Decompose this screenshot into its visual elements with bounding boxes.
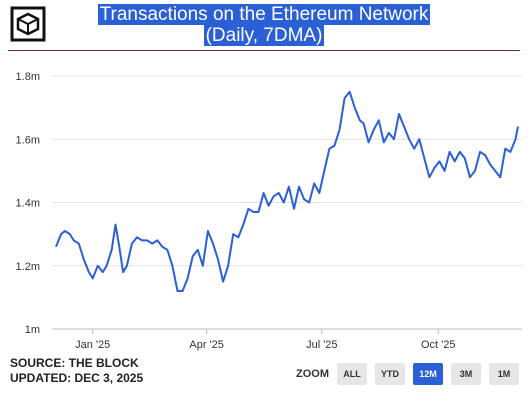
- chart-subtitle: (Daily, 7DMA): [203, 25, 325, 46]
- x-tick-label: Jan '25: [75, 339, 110, 351]
- chart-grid: [52, 75, 522, 330]
- transactions-series-line: [55, 90, 519, 292]
- y-axis-ticks: 1m 1.2m 1.4m 1.6m 1.8m: [16, 71, 40, 336]
- zoom-ytd-button[interactable]: YTD: [375, 363, 405, 385]
- line-chart: 1m 1.2m 1.4m 1.6m 1.8m Jan '25 Apr '25 Jul '25…: [16, 71, 522, 351]
- x-tick-label: Oct '25: [421, 339, 456, 351]
- zoom-all-button[interactable]: ALL: [337, 363, 367, 385]
- zoom-1m-button[interactable]: 1M: [489, 363, 519, 385]
- title-divider: [8, 50, 520, 51]
- source-text: SOURCE: THE BLOCK: [10, 356, 139, 370]
- zoom-controls: ZOOM ALL YTD 12M 3M 1M: [296, 363, 527, 385]
- chart-footer: SOURCE: THE BLOCK UPDATED: DEC 3, 2025: [10, 356, 143, 386]
- updated-text: UPDATED: DEC 3, 2025: [10, 371, 144, 385]
- y-tick-label: 1.2m: [16, 261, 40, 273]
- zoom-label: ZOOM: [296, 368, 329, 380]
- x-axis-ticks: Jan '25 Apr '25 Jul '25 Oct '25: [75, 329, 456, 351]
- y-tick-label: 1.6m: [16, 134, 40, 146]
- zoom-12m-button[interactable]: 12M: [413, 363, 443, 385]
- chart-title: Transactions on the Ethereum Network: [97, 4, 431, 25]
- y-tick-label: 1m: [25, 324, 40, 336]
- x-tick-label: Jul '25: [306, 339, 337, 351]
- the-block-logo-icon: [10, 6, 46, 42]
- chart-title-block: Transactions on the Ethereum Network (Da…: [0, 4, 528, 46]
- x-tick-label: Apr '25: [189, 339, 224, 351]
- y-tick-label: 1.4m: [16, 198, 40, 210]
- y-tick-label: 1.8m: [16, 71, 40, 83]
- zoom-3m-button[interactable]: 3M: [451, 363, 481, 385]
